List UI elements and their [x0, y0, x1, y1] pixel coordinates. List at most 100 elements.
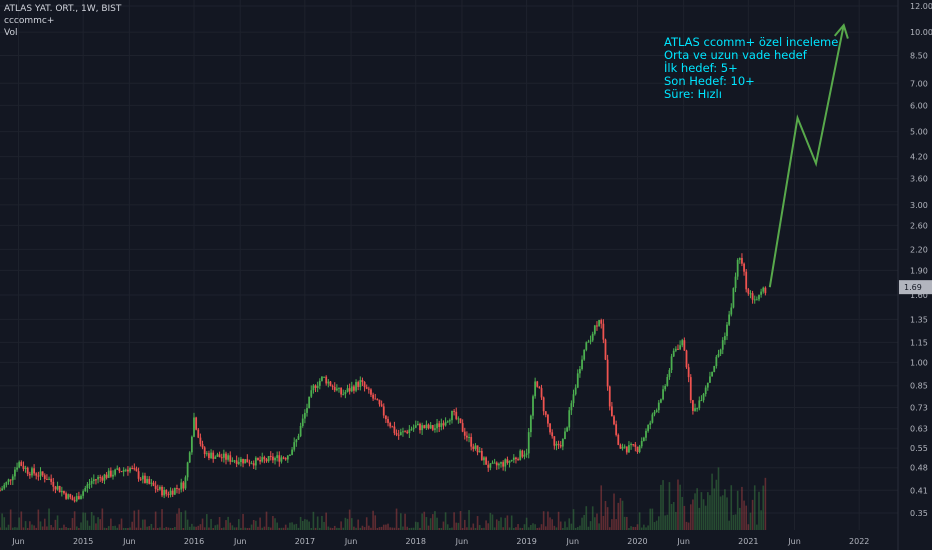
- candle-body: [370, 389, 372, 395]
- candle-body: [312, 385, 315, 391]
- candle-body: [610, 406, 613, 417]
- time-axis[interactable]: Jun 2015 Jun 2016 Jun 2017 Jun 2018 Jun 2019 Jun 20…: [11, 537, 869, 546]
- chart-legend: ATLAS YAT. ORT., 1W, BIST cccommc+ Vol: [4, 3, 121, 39]
- candle-body: [483, 457, 485, 461]
- volume-bar: [474, 527, 477, 530]
- indicator-label[interactable]: cccommc+: [4, 16, 55, 26]
- candle-body: [363, 382, 366, 388]
- volume-bar: [355, 527, 357, 530]
- volume-bar: [570, 523, 573, 530]
- volume-bar: [56, 515, 59, 530]
- volume-bar: [150, 523, 153, 530]
- candle-body: [713, 366, 716, 372]
- volume-bar: [88, 525, 91, 530]
- candle-body: [344, 392, 347, 395]
- volume-bar: [566, 527, 568, 530]
- volume-bar: [67, 528, 70, 530]
- y-tick-label: 0.85: [910, 382, 928, 391]
- volume-bar: [438, 527, 440, 530]
- candle-body: [466, 435, 468, 438]
- candle-body: [474, 445, 477, 449]
- volume-bar: [389, 527, 391, 530]
- candle-body: [378, 399, 381, 405]
- volume-bar: [110, 518, 112, 530]
- candle-body: [374, 398, 377, 400]
- volume-bar: [672, 502, 675, 530]
- candle-body: [519, 450, 522, 461]
- volume-bar: [591, 506, 594, 530]
- candle-body: [683, 340, 686, 351]
- volume-bar: [95, 523, 97, 530]
- volume-bar: [559, 521, 562, 530]
- x-tick-label: 2021: [738, 537, 758, 546]
- volume-bar: [534, 524, 536, 530]
- volume-bar: [581, 517, 583, 530]
- volume-bar: [5, 527, 8, 530]
- volume-bar: [218, 517, 221, 530]
- volume-bar: [758, 491, 760, 530]
- volume-bar: [681, 496, 684, 530]
- volume-bar: [116, 527, 119, 530]
- candle-body: [555, 443, 558, 446]
- candle-body: [216, 454, 219, 457]
- candle-body: [657, 402, 660, 411]
- volume-bar: [80, 522, 82, 530]
- last-price-badge: 1.69: [899, 280, 932, 295]
- volume-bar: [220, 527, 223, 530]
- y-tick-label: 8.50: [910, 51, 928, 60]
- candle-body: [593, 325, 596, 334]
- volume-bar: [760, 510, 762, 530]
- volume-bar: [54, 519, 57, 530]
- candle-body: [504, 459, 507, 467]
- volume-bar: [41, 526, 44, 530]
- candle-body: [425, 424, 428, 429]
- candle-body: [161, 486, 163, 496]
- candle-body: [116, 468, 119, 470]
- volume-bar: [24, 521, 27, 530]
- volume-bar: [500, 517, 502, 530]
- volume-bar: [668, 482, 671, 530]
- volume-bar: [689, 504, 692, 530]
- volume-bar: [515, 527, 517, 530]
- y-tick-label: 0.41: [910, 486, 928, 495]
- candle-body: [566, 427, 569, 432]
- candle-body: [384, 415, 387, 420]
- candle-body: [289, 454, 291, 456]
- volume-bar: [280, 527, 283, 530]
- candle-body: [107, 470, 110, 478]
- candle-body: [751, 293, 754, 300]
- volume-bar: [93, 515, 95, 530]
- candle-body: [532, 396, 534, 416]
- volume-bar: [461, 527, 464, 530]
- volume-bar: [29, 521, 31, 530]
- volume-bar: [333, 525, 336, 530]
- candle-body: [404, 431, 406, 433]
- candle-body: [48, 478, 50, 480]
- volume-bars: [0, 467, 767, 530]
- symbol-title[interactable]: ATLAS YAT. ORT., 1W, BIST: [4, 4, 122, 14]
- candle-body: [704, 387, 707, 395]
- price-axis[interactable]: 12.00 10.00 8.50 7.00 6.00 5.00 4.20 3.60 3.00 2.…: [897, 0, 932, 550]
- volume-bar: [353, 526, 355, 530]
- candle-body: [146, 478, 149, 483]
- candle-body: [523, 454, 526, 457]
- candle-body: [579, 369, 581, 374]
- volume-bar: [747, 524, 750, 530]
- volume-bar: [348, 509, 351, 530]
- y-tick-label: 5.00: [910, 128, 928, 137]
- candle-body: [286, 455, 289, 460]
- volume-bar: [133, 510, 136, 530]
- volume-bar: [272, 516, 274, 530]
- candle-body: [90, 481, 93, 484]
- volume-bar: [431, 514, 434, 530]
- candle-body: [696, 408, 699, 410]
- volume-bar: [489, 512, 492, 530]
- volume-bar: [719, 496, 722, 530]
- candle-body: [199, 437, 202, 445]
- candle-body: [222, 453, 225, 458]
- volume-bar: [743, 500, 745, 530]
- candle-body: [316, 385, 319, 388]
- volume-label[interactable]: Vol: [4, 28, 18, 38]
- volume-bar: [174, 526, 176, 530]
